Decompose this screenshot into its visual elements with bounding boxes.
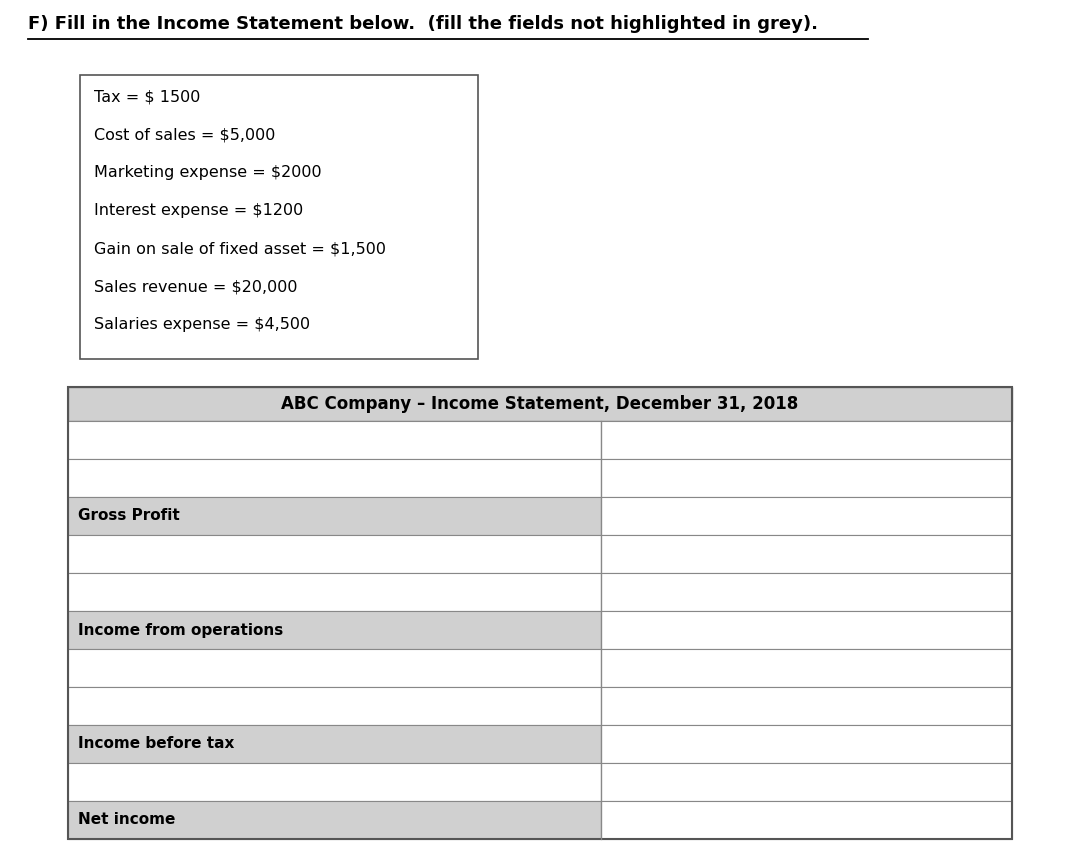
Text: Net income: Net income <box>78 813 175 827</box>
Bar <box>602 535 1012 573</box>
Text: Sales revenue = $20,000: Sales revenue = $20,000 <box>94 279 297 294</box>
Bar <box>602 801 1012 839</box>
Text: Cost of sales = $5,000: Cost of sales = $5,000 <box>94 127 275 142</box>
Bar <box>602 687 1012 725</box>
Bar <box>68 387 1012 839</box>
Bar <box>602 497 1012 535</box>
Text: Gross Profit: Gross Profit <box>78 508 179 524</box>
Text: Interest expense = $1200: Interest expense = $1200 <box>94 203 303 218</box>
Bar <box>68 573 602 611</box>
Text: F) Fill in the Income Statement below.  (fill the fields not highlighted in grey: F) Fill in the Income Statement below. (… <box>28 15 818 33</box>
Bar <box>68 387 1012 421</box>
Bar <box>602 649 1012 687</box>
Text: Salaries expense = $4,500: Salaries expense = $4,500 <box>94 317 310 332</box>
Bar <box>602 725 1012 763</box>
Text: Marketing expense = $2000: Marketing expense = $2000 <box>94 165 322 180</box>
Bar <box>68 459 602 497</box>
Text: Tax = $ 1500: Tax = $ 1500 <box>94 89 201 104</box>
Bar <box>68 611 602 649</box>
Text: Income before tax: Income before tax <box>78 736 234 752</box>
Bar <box>80 75 478 359</box>
Bar <box>602 573 1012 611</box>
Bar <box>602 421 1012 459</box>
Bar <box>68 535 602 573</box>
Text: ABC Company – Income Statement, December 31, 2018: ABC Company – Income Statement, December… <box>282 395 798 413</box>
Bar <box>68 497 602 535</box>
Bar <box>68 801 602 839</box>
Bar <box>68 421 602 459</box>
Text: Income from operations: Income from operations <box>78 623 283 637</box>
Bar <box>68 649 602 687</box>
Bar <box>68 687 602 725</box>
Bar <box>68 763 602 801</box>
Text: Gain on sale of fixed asset = $1,500: Gain on sale of fixed asset = $1,500 <box>94 241 386 256</box>
Bar <box>602 459 1012 497</box>
Bar <box>602 611 1012 649</box>
Bar <box>68 725 602 763</box>
Bar <box>602 763 1012 801</box>
